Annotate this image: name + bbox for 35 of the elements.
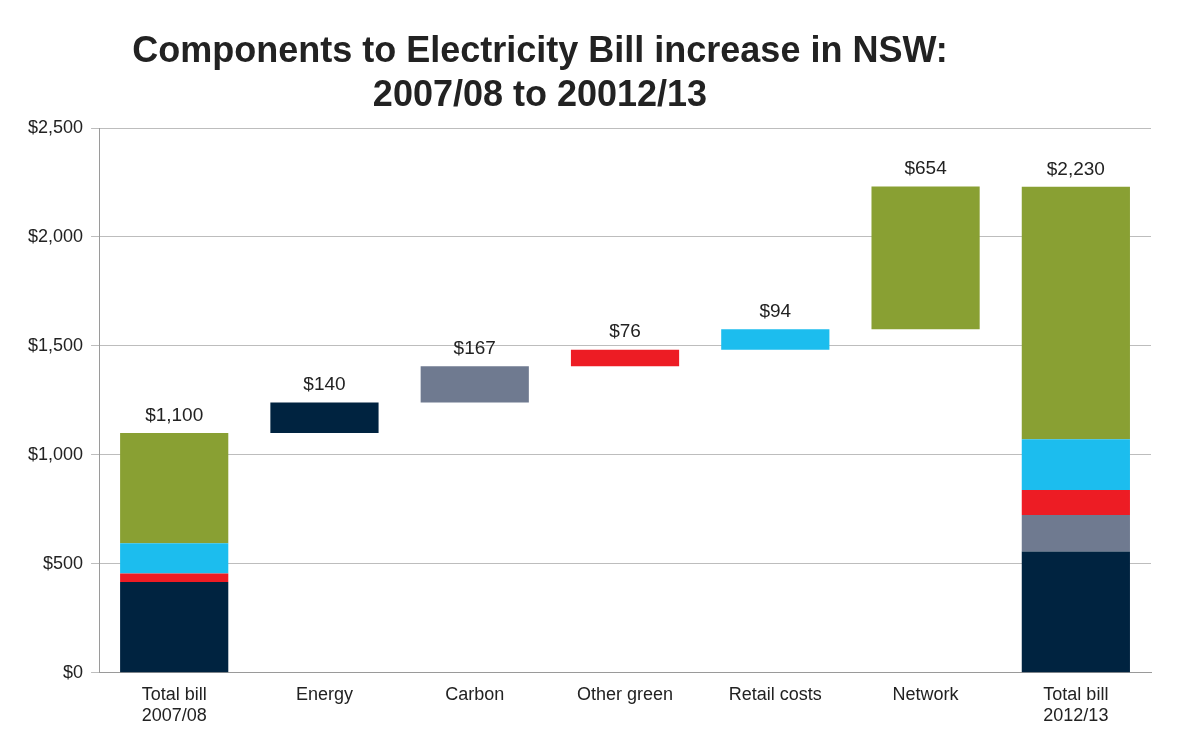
- bar: [120, 581, 229, 673]
- y-tick-label: $2,500: [27, 116, 84, 137]
- total-label: $2,230: [1046, 157, 1105, 179]
- y-tick-label: $1,500: [27, 334, 84, 355]
- x-tick-label: Total bill 2007/08: [141, 683, 207, 726]
- data-label: $654: [904, 157, 948, 179]
- y-tick-label: $500: [43, 552, 84, 573]
- bar: [120, 573, 229, 582]
- x-tick-label: Network: [892, 683, 960, 704]
- y-tick-label: $1,000: [27, 443, 84, 464]
- data-label: $76: [609, 320, 641, 342]
- bar: [420, 366, 529, 403]
- bar: [721, 329, 830, 350]
- bar: [120, 433, 229, 544]
- bar: [270, 402, 379, 434]
- bar: [1021, 439, 1130, 490]
- total-label: $1,100: [145, 403, 204, 425]
- x-tick-label: Total bill 2012/13: [1043, 683, 1109, 726]
- data-label: $167: [453, 336, 496, 358]
- x-tick-label: Energy: [295, 683, 353, 704]
- bar: [120, 543, 229, 574]
- x-tick-label: Retail costs: [728, 683, 822, 704]
- data-label: $140: [303, 373, 346, 395]
- data-label: $94: [759, 299, 792, 321]
- bar: [871, 186, 980, 330]
- bar: [1021, 489, 1130, 516]
- y-tick-label: $2,000: [27, 225, 84, 246]
- bar: [1021, 551, 1130, 673]
- chart-title: Components to Electricity Bill increase in NSW: 2007/08 to 20012/13: [131, 28, 949, 116]
- x-tick-label: Other green: [577, 683, 674, 704]
- bar: [1021, 186, 1130, 440]
- bar: [1021, 515, 1130, 552]
- y-tick-label: $0: [63, 661, 84, 682]
- bar: [570, 349, 680, 367]
- x-tick-label: Carbon: [445, 683, 505, 704]
